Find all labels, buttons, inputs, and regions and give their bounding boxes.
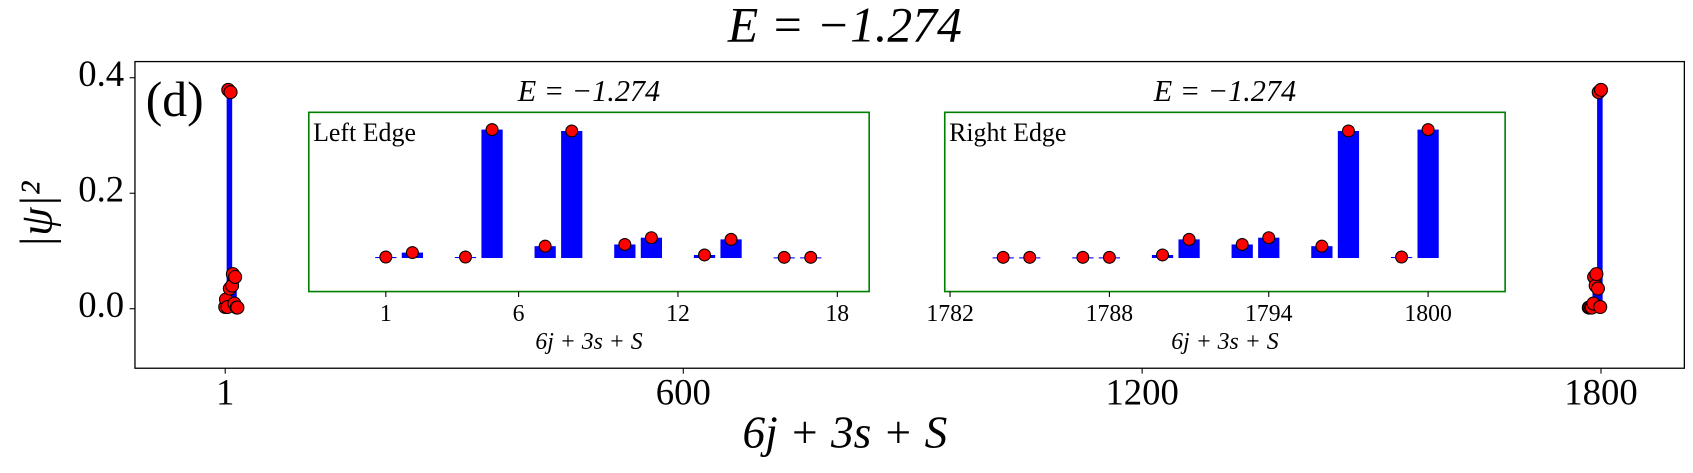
bar — [226, 89, 230, 309]
marker — [724, 232, 738, 246]
marker — [1156, 248, 1170, 262]
marker — [1395, 250, 1409, 264]
annotation: Right Edge — [949, 118, 1066, 147]
marker — [698, 248, 711, 262]
inset-title: E = −1.274 — [1153, 74, 1296, 108]
marker — [538, 239, 552, 253]
annotation: Left Edge — [313, 118, 416, 147]
marker — [1235, 237, 1249, 251]
bar — [1597, 92, 1601, 309]
x-tick-label: 1788 — [1086, 301, 1134, 327]
marker — [1076, 250, 1090, 264]
marker — [644, 231, 658, 245]
marker — [1023, 250, 1037, 264]
x-tick-label: 12 — [666, 301, 690, 327]
y-tick-label: 0.0 — [78, 284, 124, 325]
marker — [1421, 123, 1435, 137]
marker — [1182, 232, 1196, 246]
x-tick-label: 600 — [656, 372, 711, 413]
bar — [720, 239, 742, 259]
x-tick-label: 1 — [380, 301, 392, 327]
x-tick-label: 6 — [513, 301, 525, 327]
marker — [405, 246, 419, 260]
x-tick-label: 1800 — [1404, 301, 1452, 327]
y-tick-label: 0.4 — [78, 53, 124, 94]
bar — [1417, 129, 1439, 259]
marker — [1593, 82, 1609, 97]
marker — [485, 123, 499, 137]
x-axis-label: 6j + 3s + S — [743, 408, 948, 458]
marker — [230, 300, 245, 315]
marker — [379, 250, 393, 264]
inset-title: E = −1.274 — [517, 74, 660, 108]
y-tick-label: 0.2 — [78, 169, 124, 210]
marker — [228, 269, 243, 285]
marker — [1315, 239, 1329, 253]
marker — [1589, 267, 1604, 282]
marker — [1593, 299, 1608, 315]
x-axis-label: 6j + 3s + S — [535, 329, 642, 355]
marker — [565, 124, 579, 138]
x-tick-label: 18 — [825, 301, 849, 327]
bar — [481, 129, 503, 259]
y-axis-label: |ψ|² — [11, 180, 61, 248]
panel-label: (d) — [146, 72, 204, 127]
plot-frame — [307, 111, 870, 293]
marker — [804, 250, 818, 264]
bar — [228, 92, 233, 309]
x-tick-label: 1794 — [1245, 301, 1293, 327]
bar — [1599, 89, 1603, 309]
plot-frame — [943, 111, 1506, 293]
x-axis-label: 6j + 3s + S — [1171, 329, 1278, 355]
marker — [1590, 281, 1605, 296]
x-tick-label: 1800 — [1564, 372, 1637, 413]
marker — [1341, 124, 1355, 138]
bar — [1178, 239, 1200, 259]
marker — [996, 250, 1010, 264]
marker — [1262, 231, 1276, 245]
bar — [561, 130, 583, 259]
marker — [618, 237, 632, 251]
marker — [459, 250, 472, 264]
bar — [640, 237, 663, 259]
marker — [223, 85, 238, 100]
chart-title: E = −1.274 — [727, 0, 962, 53]
marker — [1102, 250, 1116, 264]
x-tick-label: 1782 — [926, 301, 974, 327]
bar — [1258, 237, 1280, 259]
bar — [1337, 130, 1360, 259]
x-tick-label: 1200 — [1105, 372, 1178, 413]
x-tick-label: 1 — [216, 372, 234, 413]
marker — [777, 250, 791, 264]
